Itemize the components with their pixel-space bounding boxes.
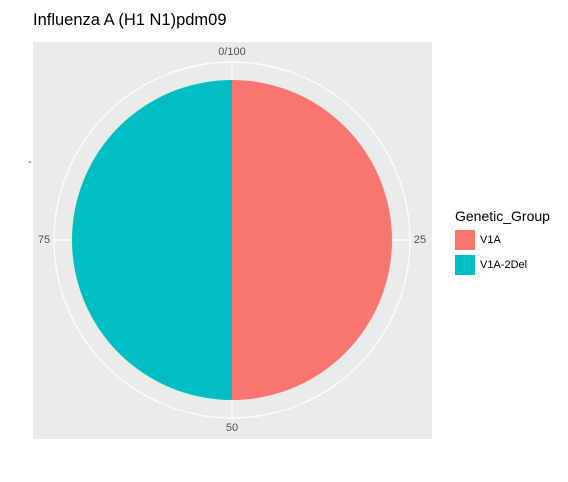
pie-slice-v1a (232, 80, 392, 400)
y-axis-tick-mark: - (28, 156, 32, 168)
legend-title: Genetic_Group (455, 208, 550, 224)
theta-tick-label: 75 (38, 234, 50, 246)
legend-label-v1a-2del: V1A-2Del (480, 259, 528, 271)
theta-tick-label: 50 (226, 422, 238, 434)
pie-slice-v1a-2del (72, 80, 232, 400)
theta-tick-labels: 0/100 25 50 75 (38, 46, 426, 434)
legend-label-v1a: V1A (480, 234, 501, 246)
legend-item-v1a-2del: V1A-2Del (455, 253, 550, 277)
legend: Genetic_Group V1A V1A-2Del (455, 208, 550, 278)
theta-tick-label: 0/100 (218, 46, 246, 58)
legend-key-v1a (455, 230, 475, 250)
legend-item-v1a: V1A (455, 228, 550, 252)
theta-tick-label: 25 (414, 234, 426, 246)
pie-slices (72, 80, 392, 400)
legend-key-v1a-2del (455, 255, 475, 275)
chart-title: Influenza A (H1 N1)pdm09 (33, 11, 227, 29)
